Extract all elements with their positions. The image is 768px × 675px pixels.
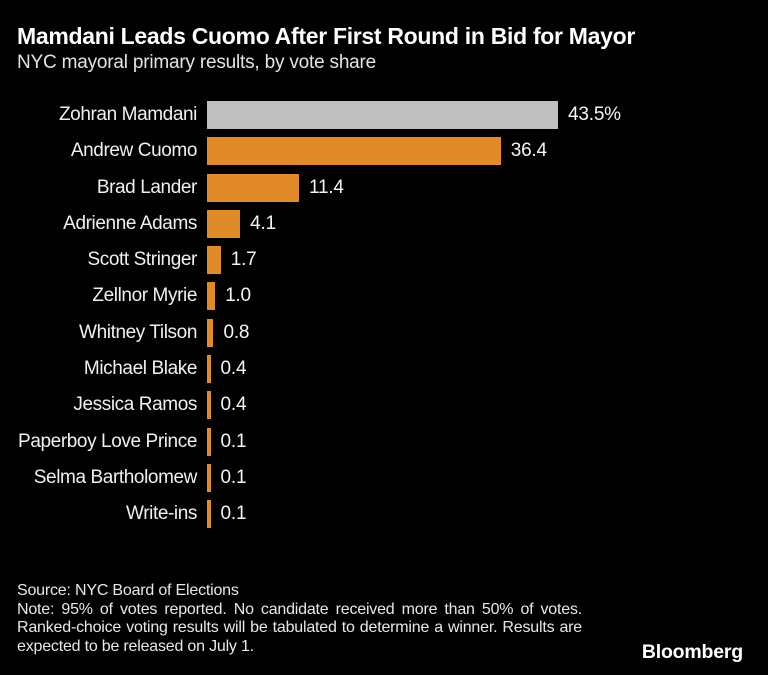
candidate-row: Whitney Tilson 0.8 [0, 318, 768, 347]
bar-chart: Zohran Mamdani 43.5% Andrew Cuomo 36.4 B… [0, 101, 768, 529]
vote-share-bar [207, 137, 501, 166]
candidate-name-label: Whitney Tilson [79, 321, 197, 343]
candidate-name-label: Zohran Mamdani [58, 104, 197, 125]
vote-share-bar [207, 427, 211, 456]
candidate-name-label: Selma Bartholomew [33, 466, 198, 488]
candidate-name-label: Paperboy Love Prince [18, 430, 197, 452]
candidate-name-label: Adrienne Adams [63, 212, 197, 234]
source-line: Source: NYC Board of Elections [17, 582, 239, 600]
candidate-row: Zohran Mamdani 43.5% [0, 101, 768, 129]
vote-share-bar [207, 173, 299, 202]
vote-share-value-label: 43.5% [568, 104, 621, 125]
chart-subtitle: NYC mayoral primary results, by vote sha… [17, 52, 377, 73]
vote-share-value-label: 0.1 [220, 466, 247, 488]
vote-share-value-label: 0.8 [223, 321, 250, 343]
candidate-name-label: Scott Stringer [87, 249, 197, 271]
vote-share-bar [207, 101, 558, 129]
vote-share-bar [207, 355, 211, 384]
candidate-row: Selma Bartholomew 0.1 [0, 463, 768, 492]
vote-share-bar [207, 391, 211, 420]
candidate-name-label: Zellnor Myrie [92, 285, 197, 307]
candidate-row: Andrew Cuomo 36.4 [0, 137, 768, 166]
vote-share-value-label: 11.4 [308, 176, 344, 198]
vote-share-value-label: 0.4 [220, 394, 247, 416]
candidate-row: Michael Blake 0.4 [0, 355, 768, 384]
vote-share-value-label: 0.1 [220, 503, 247, 525]
candidate-row: Scott Stringer 1.7 [0, 246, 768, 275]
chart-footer: Source: NYC Board of Elections Note: 95%… [17, 582, 768, 656]
vote-share-value-label: 4.1 [250, 212, 276, 234]
candidate-name-label: Jessica Ramos [73, 394, 197, 416]
vote-share-value-label: 0.4 [220, 358, 247, 380]
candidate-row: Paperboy Love Prince 0.1 [0, 427, 768, 456]
vote-share-bar [207, 282, 216, 311]
candidate-row: Brad Lander 11.4 [0, 173, 768, 202]
vote-share-bar [207, 500, 211, 529]
vote-share-value-label: 36.4 [510, 140, 547, 162]
candidate-row: Jessica Ramos 0.4 [0, 391, 768, 420]
vote-share-bar [207, 463, 211, 492]
vote-share-value-label: 1.0 [225, 285, 251, 307]
candidate-name-label: Andrew Cuomo [70, 140, 198, 162]
candidate-row: Adrienne Adams 4.1 [0, 209, 768, 238]
candidate-row: Zellnor Myrie 1.0 [0, 282, 768, 311]
bloomberg-logo: Bloomberg [641, 641, 743, 663]
candidate-name-label: Brad Lander [96, 176, 198, 198]
vote-share-value-label: 1.7 [230, 249, 257, 271]
vote-share-value-label: 0.1 [220, 430, 247, 452]
note-text: Note: 95% of votes reported. No candidat… [17, 600, 582, 655]
candidate-name-label: Michael Blake [83, 358, 197, 380]
vote-share-bar [207, 246, 221, 275]
chart-title: Mamdani Leads Cuomo After First Round in… [17, 23, 636, 49]
candidate-row: Write-ins 0.1 [0, 500, 768, 529]
vote-share-bar [207, 209, 241, 238]
candidate-name-label: Write-ins [126, 503, 197, 525]
vote-share-bar [207, 318, 214, 347]
